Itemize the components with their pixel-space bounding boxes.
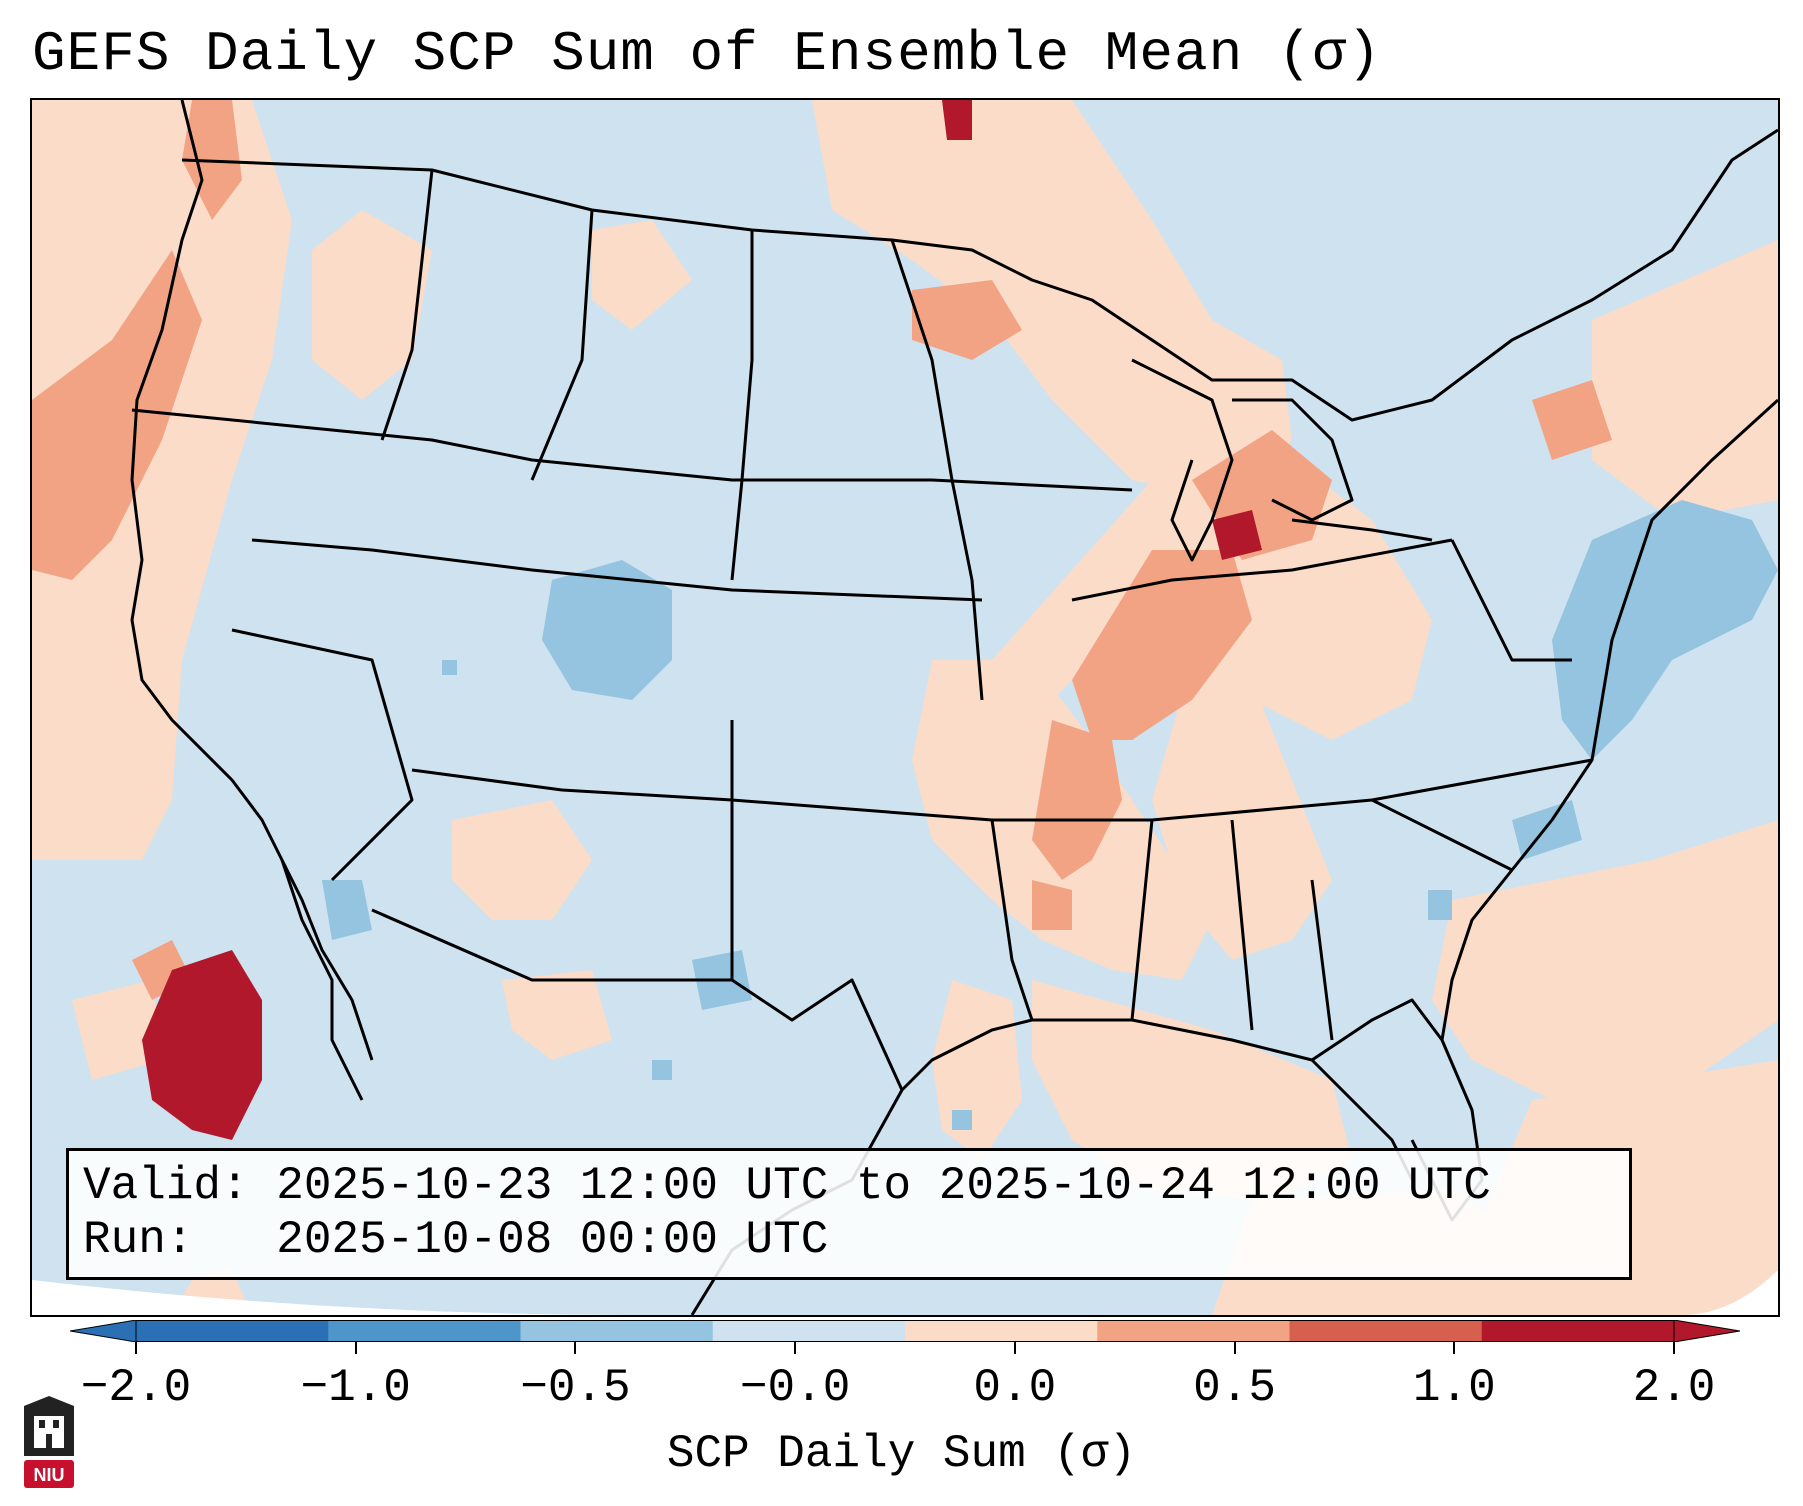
positive-anomaly-deep — [142, 100, 1262, 1140]
colorbar — [70, 1320, 1740, 1342]
colorbar-tick-label: −0.0 — [739, 1362, 851, 1414]
colorbar-segment — [1289, 1320, 1483, 1342]
great-lakes — [1131, 358, 1234, 562]
colorbar-segment — [712, 1320, 906, 1342]
colorbar-tick-mark — [574, 1342, 577, 1354]
logo-badge — [24, 1460, 74, 1488]
logo-text: NIU — [34, 1465, 65, 1485]
colorbar-segment — [328, 1320, 521, 1342]
colorbar-border — [135, 1320, 1675, 1342]
east-coast — [1440, 398, 1778, 1041]
colorbar-max-arrow — [1673, 1320, 1740, 1342]
projection-edge — [32, 1280, 632, 1315]
canada-border — [181, 128, 1778, 422]
colorbar-tick-label: −0.5 — [520, 1362, 631, 1414]
colorbar-segment — [1481, 1320, 1675, 1342]
colorbar-tick-label: 0.5 — [1193, 1362, 1276, 1414]
state-line-1 — [380, 169, 434, 441]
colorbar-tick-mark — [1673, 1342, 1675, 1354]
chart-title: GEFS Daily SCP Sum of Ensemble Mean (σ) — [32, 22, 1382, 86]
colorbar-tick-mark — [794, 1342, 797, 1354]
valid-value: 2025-10-23 12:00 UTC to 2025-10-24 12:00… — [276, 1160, 1491, 1212]
colorbar-tick-mark — [354, 1342, 357, 1354]
boundaries — [130, 100, 1778, 1315]
logo-window-icon — [39, 1420, 45, 1428]
valid-row: Valid: 2025-10-23 12:00 UTC to 2025-10-2… — [83, 1159, 1615, 1213]
colorbar-tick-mark — [1233, 1342, 1236, 1354]
logo-window-icon — [53, 1420, 59, 1428]
negative-anomaly — [322, 500, 1778, 1130]
map-panel — [30, 98, 1780, 1317]
colorbar-min-arrow — [70, 1320, 137, 1342]
logo-door-icon — [46, 1434, 52, 1448]
projection-edge-right — [1682, 1270, 1778, 1315]
colorbar-tick-label: −1.0 — [300, 1362, 411, 1414]
run-value: 2025-10-08 00:00 UTC — [276, 1214, 829, 1266]
colorbar-tick-label: 0.0 — [973, 1362, 1057, 1414]
colorbar-tick-label: 1.0 — [1412, 1362, 1496, 1414]
run-row: Run: 2025-10-08 00:00 UTC — [83, 1213, 1615, 1267]
colorbar-tick-mark — [1453, 1342, 1456, 1354]
colorbar-segments — [70, 1320, 1740, 1342]
validity-info-box: Valid: 2025-10-23 12:00 UTC to 2025-10-2… — [66, 1148, 1632, 1280]
colorbar-tick-label: 2.0 — [1632, 1362, 1716, 1414]
gulf-coast — [900, 1018, 1414, 1181]
colorbar-segment — [1097, 1320, 1290, 1342]
valid-label: Valid: — [83, 1160, 249, 1212]
colorbar-label: SCP Daily Sum (σ) — [666, 1428, 1137, 1480]
niu-logo: NIU — [24, 1396, 74, 1488]
colorbar-tick-mark — [1013, 1342, 1016, 1354]
colorbar-segment — [136, 1320, 329, 1342]
run-label: Run: — [83, 1214, 194, 1266]
west-coast — [130, 100, 364, 1101]
colorbar-segment — [905, 1320, 1098, 1342]
colorbar-segment — [520, 1320, 714, 1342]
map-canvas — [32, 100, 1778, 1315]
baja — [280, 859, 374, 1061]
colorbar-tick-mark — [135, 1342, 137, 1354]
colorbar-tick-label: −2.0 — [80, 1362, 192, 1414]
